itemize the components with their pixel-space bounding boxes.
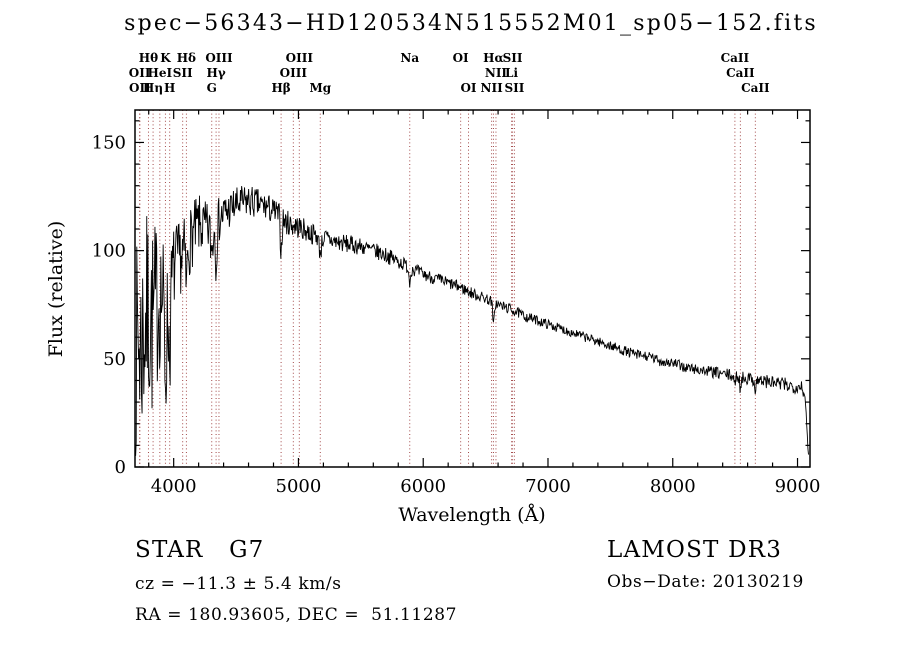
x-tick-label: 8000 (650, 476, 696, 497)
spectral-line-label: Hγ (206, 66, 225, 80)
plot-title: spec−56343−HD120534N515552M01_sp05−152.f… (124, 11, 818, 36)
spectral-line-label: OIII (205, 51, 233, 65)
axes-box: 4000 5000 6000 7000 8000 9000 0 50 100 150 (92, 109, 821, 497)
y-tick-label: 150 (92, 132, 126, 153)
spectral-line-label: Hθ (139, 51, 158, 65)
spectral-line-label: Hα (483, 51, 504, 65)
spectral-line-label: OII (129, 66, 151, 80)
spectral-line-label: SII (173, 66, 193, 80)
spectral-line-label: OI (460, 81, 476, 95)
spectral-line-label: OII (129, 81, 151, 95)
spectral-line-label: Li (505, 66, 518, 80)
spectral-line-label: Na (400, 51, 419, 65)
spectral-line-label: CaII (726, 66, 755, 80)
plot-frame (134, 109, 811, 468)
spectrum-trace (135, 186, 809, 456)
ra-dec-label: RA = 180.93605, DEC = 51.11287 (135, 605, 457, 625)
spectral-line-label: OIII (280, 66, 308, 80)
star-class-label: STAR G7 (135, 537, 265, 563)
spectral-line-label: SII (503, 51, 523, 65)
spectral-line-label: G (207, 81, 217, 95)
obs-date-label: Obs−Date: 20130219 (607, 572, 804, 592)
y-tick-label: 0 (115, 457, 126, 478)
spectral-line-label: NII (485, 66, 508, 80)
x-tick-label: 4000 (151, 476, 197, 497)
spectral-line-markers: OIIOIIHθHηHeIKHSIIHδGHγOIIIHβOIIIOIIIMgN… (129, 51, 770, 467)
spectral-line-label: HeI (148, 66, 173, 80)
spectral-line-label: Mg (309, 81, 331, 95)
y-axis-label: Flux (relative) (45, 221, 67, 358)
spectral-line-label: CaII (741, 81, 770, 95)
x-axis-label: Wavelength (Å) (398, 504, 545, 526)
spectrum-path (135, 186, 809, 456)
x-tick-label: 5000 (276, 476, 322, 497)
x-tick-label: 9000 (775, 476, 821, 497)
spectral-line-label: NII (480, 81, 503, 95)
x-tick-label: 6000 (400, 476, 446, 497)
plot-dynamic: OIIOIIHθHηHeIKHSIIHδGHγOIIIHβOIIIOIIIMgN… (92, 51, 821, 497)
y-tick-label: 100 (92, 241, 126, 262)
spectral-line-label: H (164, 81, 175, 95)
x-tick-label: 7000 (525, 476, 571, 497)
spectral-line-label: CaII (721, 51, 750, 65)
spectral-line-label: Hδ (177, 51, 196, 65)
survey-label: LAMOST DR3 (607, 537, 782, 563)
spectral-line-label: SII (504, 81, 524, 95)
spectral-line-label: K (160, 51, 171, 65)
y-tick-label: 50 (103, 349, 126, 370)
cz-label: cz = −11.3 ± 5.4 km/s (135, 574, 342, 594)
spectral-line-label: Hη (143, 81, 163, 95)
spectral-line-label: OI (453, 51, 469, 65)
spectral-line-label: Hβ (271, 81, 290, 95)
spectral-line-label: OIII (286, 51, 314, 65)
